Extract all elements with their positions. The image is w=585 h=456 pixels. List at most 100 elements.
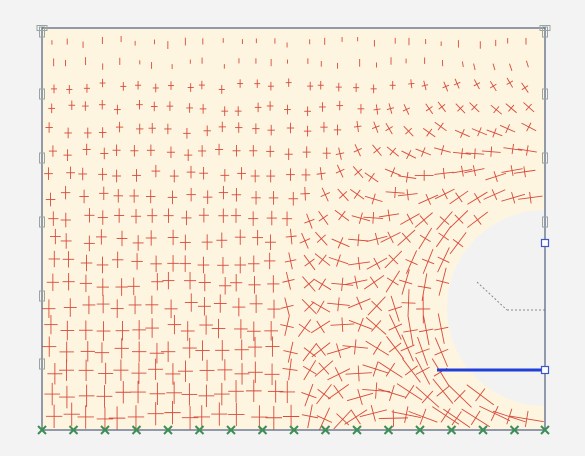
stress-cross-minor: [299, 238, 311, 244]
stress-cross-minor: [439, 216, 450, 225]
stress-cross-minor: [354, 168, 363, 176]
roller-support-box: [39, 216, 45, 228]
stress-cross-minor: [389, 147, 397, 156]
stress-cross-minor: [405, 258, 418, 266]
hole-edge-handle-bottom[interactable]: [540, 365, 550, 375]
stress-cross-minor: [387, 209, 391, 222]
stress-cross-minor: [511, 143, 514, 155]
stress-cross-minor: [373, 147, 381, 154]
fixed-node-icon: [163, 425, 173, 435]
stress-cross-minor: [491, 189, 498, 201]
stress-cross-minor: [471, 103, 478, 111]
stress-cross-minor: [521, 85, 529, 91]
roller-support-box: [39, 152, 45, 164]
stress-cross-minor: [338, 191, 348, 199]
stress-cross-minor: [318, 254, 327, 265]
stress-cross-minor: [434, 348, 449, 356]
fixed-node-icon: [509, 425, 520, 435]
stress-cross-minor: [387, 231, 394, 244]
fixed-node-stroke: [352, 425, 362, 435]
fixed-node-icon: [446, 425, 457, 435]
stress-crosses: [42, 36, 544, 431]
roller-support-icon: [39, 358, 45, 370]
stress-cross-minor: [406, 189, 409, 201]
stress-cross-minor: [419, 234, 431, 243]
stress-cross-minor: [336, 254, 341, 267]
stress-cross-minor: [388, 306, 403, 312]
fixed-node-stroke: [37, 425, 47, 435]
stress-cross-minor: [280, 324, 294, 328]
stress-cross-minor: [337, 297, 340, 312]
stress-cross-minor: [415, 348, 430, 355]
roller-support-icon: [542, 26, 548, 38]
stress-cross-minor: [453, 81, 461, 86]
stress-cross-minor: [375, 382, 378, 399]
stress-cross-minor: [442, 167, 446, 179]
stress-cross-minor: [452, 239, 464, 248]
stress-cross-minor: [301, 414, 319, 419]
fixed-node-stroke: [226, 425, 236, 435]
roller-support-box: [39, 290, 45, 302]
stress-cross-minor: [460, 128, 465, 138]
stress-cross-minor: [477, 127, 482, 137]
stress-cross-major: [509, 63, 513, 71]
roller-support-box: [542, 216, 548, 228]
stress-cross-minor: [473, 82, 481, 87]
fixed-node-icon: [226, 425, 236, 435]
stress-cross-minor: [341, 277, 344, 291]
stress-cross-minor: [440, 408, 451, 423]
stress-cross-minor: [353, 125, 362, 128]
stress-cross-minor: [316, 343, 326, 356]
stress-cross-minor: [490, 146, 493, 157]
stress-cross-minor: [354, 339, 357, 355]
stress-cross-minor: [457, 105, 464, 112]
fixed-node-stroke: [163, 425, 173, 435]
stress-cross-minor: [304, 218, 315, 224]
stress-cross-minor: [335, 152, 345, 156]
stress-cross-minor: [358, 212, 363, 224]
stress-cross-minor: [425, 193, 432, 205]
stress-cross-minor: [370, 405, 376, 422]
stress-cross-minor: [353, 148, 362, 153]
stress-cross-minor: [371, 125, 380, 130]
stress-cross-minor: [474, 148, 476, 159]
fixed-node-stroke: [100, 425, 110, 435]
stress-cross-minor: [335, 168, 345, 174]
stress-cross-minor: [505, 124, 510, 134]
stress-cross-minor: [357, 257, 361, 270]
stress-cross-minor: [525, 103, 532, 111]
stress-cross-minor: [373, 108, 381, 111]
stress-cross-minor: [388, 342, 402, 353]
stress-cross-minor: [472, 165, 476, 177]
stress-cross-minor: [371, 300, 383, 312]
stress-cross-minor: [280, 304, 294, 309]
stress-cross-minor: [386, 107, 395, 110]
fixed-node-icon: [478, 425, 488, 435]
stress-cross-minor: [493, 171, 498, 182]
stress-cross-minor: [357, 365, 360, 382]
fixed-node-stroke: [257, 425, 268, 435]
stress-cross-minor: [451, 411, 462, 426]
stress-cross-minor: [440, 145, 445, 156]
stress-cross-minor: [453, 389, 466, 402]
stress-cross-minor: [403, 329, 418, 333]
stress-cross-minor: [357, 317, 364, 332]
stress-cross-minor: [442, 84, 450, 89]
stress-cross-minor: [372, 341, 382, 355]
stress-cross-minor: [526, 145, 529, 156]
stress-cross-minor: [490, 405, 499, 421]
stress-cross-minor: [473, 214, 482, 225]
stress-cross-minor: [385, 126, 393, 132]
stress-cross-minor: [394, 186, 397, 199]
stress-cross-minor: [460, 148, 463, 159]
stress-cross-minor: [438, 232, 449, 241]
fixed-node-icon: [100, 425, 110, 435]
stress-cross-minor: [356, 296, 363, 310]
stress-cross-minor: [402, 107, 411, 112]
fixed-node-icon: [131, 425, 142, 435]
hole-edge-handle-top[interactable]: [540, 238, 550, 248]
stress-cross-major: [492, 63, 496, 71]
fixed-node-icon: [320, 425, 331, 435]
